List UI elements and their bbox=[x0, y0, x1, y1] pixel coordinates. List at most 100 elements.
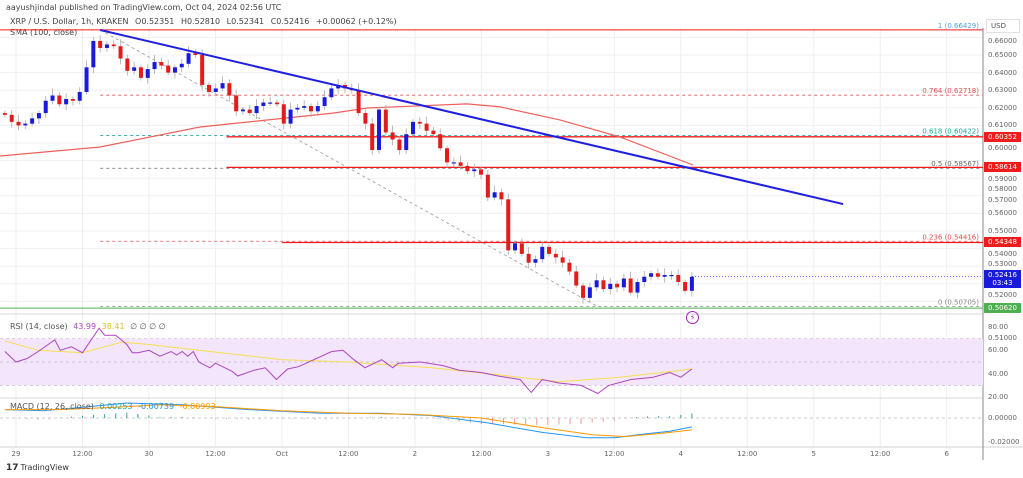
price-tick: 0.64000 bbox=[988, 68, 1017, 77]
candle-down bbox=[200, 55, 205, 85]
fib-level-label: 0.764 (0.62718) bbox=[922, 87, 979, 95]
current-price-badge: 0.52416 03:43 bbox=[984, 270, 1021, 289]
time-tick: 12:00 bbox=[604, 450, 625, 458]
candle-up bbox=[451, 162, 456, 164]
candle-down bbox=[519, 243, 524, 254]
candle-up bbox=[23, 123, 28, 126]
candle-down bbox=[499, 192, 504, 200]
candle-up bbox=[268, 102, 273, 104]
candle-up bbox=[50, 95, 55, 101]
candle-up bbox=[635, 282, 640, 293]
tradingview-logo[interactable]: 17 TradingView bbox=[6, 463, 69, 473]
candle-down bbox=[206, 84, 211, 92]
publisher-line: aayushjindal published on TradingView.co… bbox=[6, 3, 282, 12]
candle-down bbox=[479, 169, 484, 175]
macd-signal-line bbox=[4, 404, 692, 438]
candle-down bbox=[159, 62, 164, 66]
candle-up bbox=[662, 275, 667, 277]
candle-down bbox=[574, 271, 579, 286]
candle-up bbox=[220, 83, 225, 89]
price-tick: 0.66000 bbox=[988, 36, 1017, 45]
candle-up bbox=[492, 192, 497, 198]
level-price-badge: 0.60352 bbox=[984, 131, 1021, 142]
sma-legend[interactable]: SMA (100, close) bbox=[10, 28, 78, 37]
candle-down bbox=[363, 113, 368, 124]
candle-down bbox=[547, 246, 552, 254]
candle-down bbox=[601, 280, 606, 290]
candle-up bbox=[213, 88, 218, 92]
lightning-icon[interactable]: ⚡ bbox=[686, 311, 699, 324]
macd-tick: -0.02000 bbox=[988, 438, 1020, 446]
rsi-tick: 20.00 bbox=[988, 393, 1009, 402]
candle-down bbox=[281, 104, 286, 124]
price-tick: 0.51000 bbox=[988, 333, 1017, 342]
candle-down bbox=[431, 130, 436, 135]
candle-up bbox=[315, 106, 320, 112]
price-tick: 0.60000 bbox=[988, 144, 1017, 153]
candle-down bbox=[9, 114, 14, 122]
candle-up bbox=[608, 283, 613, 290]
candle-up bbox=[172, 67, 177, 73]
time-tick: 5 bbox=[811, 450, 816, 458]
bar-countdown: 03:43 bbox=[992, 279, 1013, 288]
candle-down bbox=[397, 139, 402, 151]
candle-up bbox=[302, 106, 307, 108]
candle-up bbox=[77, 91, 82, 101]
sma-line bbox=[0, 103, 694, 166]
time-tick: 6 bbox=[944, 450, 949, 458]
time-tick: 12:00 bbox=[471, 450, 492, 458]
candle-down bbox=[506, 199, 511, 251]
candle-down bbox=[2, 113, 7, 115]
candle-down bbox=[628, 278, 633, 293]
candle-up bbox=[411, 121, 416, 135]
candle-up bbox=[152, 62, 157, 70]
price-tick: 0.62000 bbox=[988, 103, 1017, 112]
candle-up bbox=[404, 134, 409, 151]
rsi-tick: 40.00 bbox=[988, 369, 1009, 378]
candle-down bbox=[560, 257, 565, 263]
price-tick: 0.63000 bbox=[988, 86, 1017, 95]
ohlc-low: L0.52341 bbox=[226, 17, 265, 26]
macd-legend[interactable]: MACD (12, 26, close) 0.00253 -0.00739 -0… bbox=[10, 402, 219, 411]
descending-trendline bbox=[99, 29, 844, 206]
candle-up bbox=[104, 44, 109, 48]
symbol-name[interactable]: XRP / U.S. Dollar, 1h, KRAKEN bbox=[10, 17, 129, 26]
rsi-legend[interactable]: RSI (14, close) 43.99 38.41 ∅ ∅ ∅ ∅ bbox=[10, 322, 169, 331]
candle-down bbox=[383, 109, 388, 133]
price-tick: 0.53000 bbox=[988, 260, 1017, 269]
candle-up bbox=[179, 63, 184, 68]
candle-up bbox=[377, 109, 382, 151]
candle-down bbox=[438, 134, 443, 149]
candle-down bbox=[465, 165, 470, 172]
candle-up bbox=[621, 278, 626, 288]
candle-down bbox=[553, 253, 558, 258]
price-tick: 0.56000 bbox=[988, 209, 1017, 218]
candle-up bbox=[533, 259, 538, 263]
candle-down bbox=[227, 83, 232, 96]
candle-up bbox=[91, 40, 96, 68]
currency-selector[interactable]: USD bbox=[986, 19, 1020, 33]
candle-up bbox=[64, 99, 69, 105]
fib-level-label: 0.618 (0.60422) bbox=[922, 128, 979, 136]
price-tick: 0.55000 bbox=[988, 227, 1017, 235]
time-tick: 12:00 bbox=[72, 450, 93, 458]
time-tick: 4 bbox=[678, 450, 684, 458]
candle-down bbox=[683, 282, 688, 291]
rsi-name: RSI (14, close) bbox=[10, 322, 68, 331]
time-tick: 2 bbox=[412, 450, 418, 458]
rsi-tick: 80.00 bbox=[988, 323, 1009, 331]
candle-up bbox=[254, 106, 259, 114]
candle-down bbox=[356, 90, 361, 114]
candle-down bbox=[111, 44, 116, 47]
candle-down bbox=[417, 121, 422, 124]
fib-level-label: 0.236 (0.54416) bbox=[922, 233, 979, 241]
fib-level-label: 0.5 (0.58567) bbox=[931, 160, 979, 168]
candle-down bbox=[526, 253, 531, 263]
macd-value: -0.00739 bbox=[138, 402, 175, 411]
price-tick: 0.58000 bbox=[988, 185, 1017, 194]
fib-level-label: 1 (0.66429) bbox=[938, 22, 979, 30]
candle-down bbox=[274, 102, 279, 105]
macd-signal-value: -0.00993 bbox=[179, 402, 216, 411]
price-tick: 0.61000 bbox=[988, 121, 1017, 130]
